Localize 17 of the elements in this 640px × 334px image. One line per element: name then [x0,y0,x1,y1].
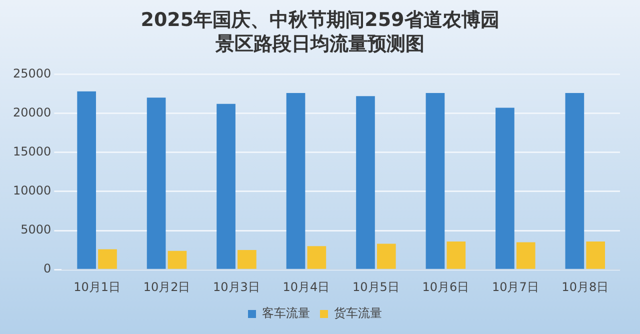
y-tick-label: 0 [44,262,52,276]
y-tick-label: 5000 [20,222,52,237]
y-tick-label: 15000 [12,144,52,158]
legend-label: 客车流量 [262,306,310,320]
x-tick-label: 10月4日 [282,280,330,294]
legend-label: 货车流量 [334,306,382,320]
x-tick-label: 10月3日 [213,280,260,294]
x-tick-label: 10月5日 [352,280,400,294]
y-tick-label: 25000 [12,66,52,80]
chart-title: 2025年国庆、中秋节期间259省道农博园景区路段日均流量预测图 [140,8,500,56]
y-tick-label: 10000 [12,184,52,198]
x-tick-label: 10月6日 [422,280,470,294]
y-tick-label: 20000 [12,105,52,120]
x-tick-label: 10月7日 [492,280,539,294]
x-tick-label: 10月2日 [143,280,190,294]
x-tick-label: 10月8日 [562,280,609,294]
x-tick-label: 10月1日 [74,280,120,294]
